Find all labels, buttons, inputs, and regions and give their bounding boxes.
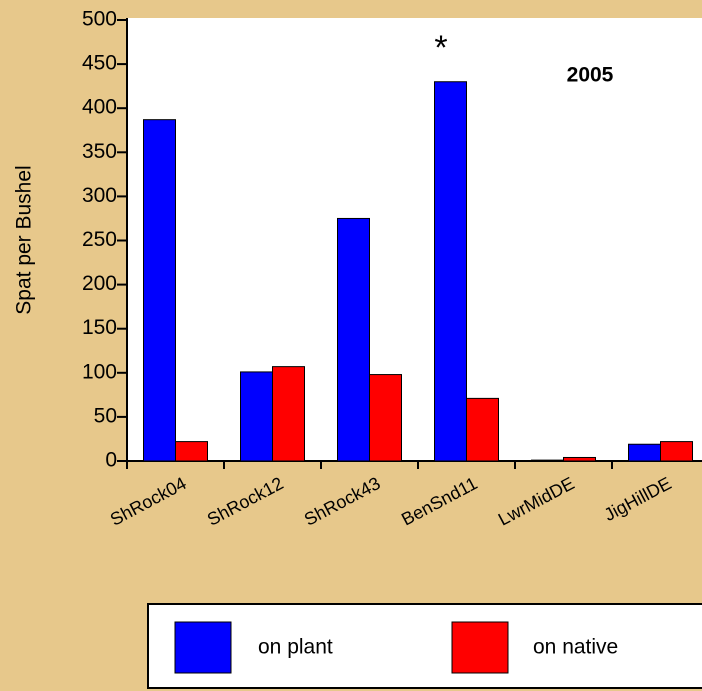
y-tick-label: 300 — [82, 184, 117, 207]
y-tick-label: 0 — [105, 449, 117, 472]
bar — [466, 397, 499, 462]
bar — [175, 441, 208, 462]
y-tick-label: 500 — [82, 8, 117, 31]
legend — [147, 603, 702, 689]
x-tick-label: BenSnd11 — [398, 473, 480, 530]
bar — [434, 81, 467, 462]
y-tick-label: 350 — [82, 140, 117, 163]
y-axis-label: Spat per Bushel — [13, 165, 36, 314]
y-tick-label: 450 — [82, 52, 117, 75]
bar — [369, 374, 402, 462]
legend-swatch — [451, 621, 509, 674]
bar — [337, 217, 370, 462]
bar — [143, 119, 176, 462]
bar — [240, 371, 273, 462]
y-tick-label: 400 — [82, 96, 117, 119]
y-tick-label: 200 — [82, 272, 117, 295]
annotation: 2005 — [567, 64, 614, 87]
x-tick-label: LwrMidDE — [495, 473, 578, 530]
legend-swatch — [174, 621, 232, 674]
y-tick-label: 250 — [82, 228, 117, 251]
bar — [628, 443, 661, 462]
annotation: * — [434, 29, 447, 67]
x-tick-label: JigHillDE — [601, 473, 675, 525]
y-tick-label: 50 — [94, 404, 117, 427]
y-tick-label: 100 — [82, 360, 117, 383]
bar — [272, 366, 305, 462]
x-tick-label: ShRock43 — [301, 473, 384, 530]
y-tick-label: 150 — [82, 316, 117, 339]
bar — [563, 456, 596, 462]
legend-label: on native — [533, 636, 618, 659]
x-tick-label: ShRock04 — [107, 473, 190, 530]
bar — [660, 441, 693, 462]
bar — [531, 459, 564, 462]
plot-area — [127, 18, 702, 461]
x-tick-label: ShRock12 — [204, 473, 287, 530]
legend-label: on plant — [258, 636, 333, 659]
